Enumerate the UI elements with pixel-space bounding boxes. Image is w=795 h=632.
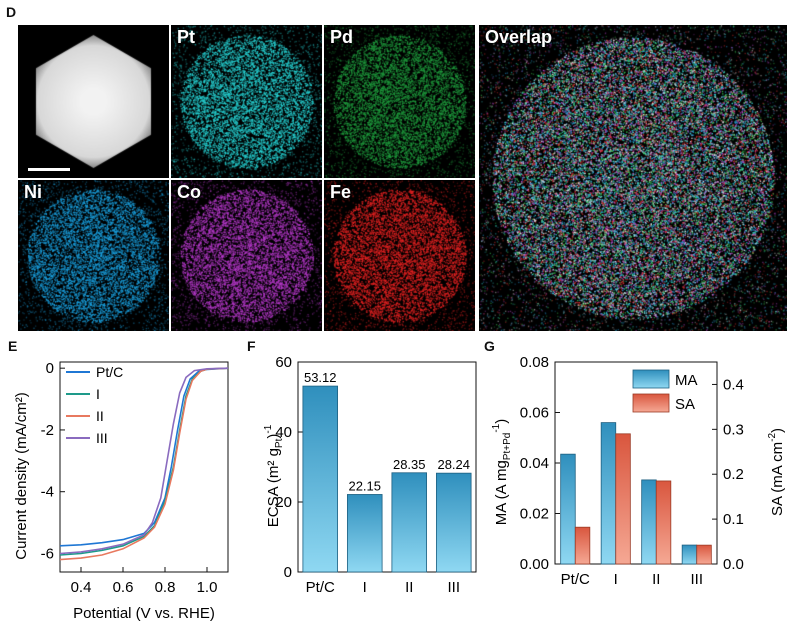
f-bar-label: 28.24 xyxy=(437,457,470,472)
f-xtick-label: III xyxy=(447,579,460,596)
map-label-ni: Ni xyxy=(24,182,42,202)
g-ytick-left-label: 0.08 xyxy=(520,354,549,371)
f-xtick-label: I xyxy=(363,579,367,596)
g-ylabel-left: MA (A mgPt+Pd-1) xyxy=(491,419,513,525)
f-ytick-label: 0 xyxy=(284,564,292,581)
panel-label-g: G xyxy=(484,338,495,354)
g-ylabel-left-tail: ) xyxy=(493,419,510,424)
map-label-pt: Pt xyxy=(177,27,195,47)
co-map: Co xyxy=(171,180,322,331)
g-legend-label: MA xyxy=(675,372,698,389)
f-bar xyxy=(435,472,472,573)
e-xtick-label: 1.0 xyxy=(197,579,218,596)
f-bar xyxy=(346,494,383,573)
e-series-line xyxy=(59,367,229,561)
scale-bar xyxy=(28,168,70,171)
e-series-line xyxy=(59,367,229,547)
panel-label-f: F xyxy=(247,338,256,354)
f-bar-label: 53.12 xyxy=(304,370,337,385)
activity-chart: MA (A mgPt+Pd-1) SA (mA cm-2) 0.00 0.02 0.… xyxy=(491,354,786,588)
g-ytick-left-label: 0.04 xyxy=(520,455,549,472)
overlap-map: Overlap xyxy=(479,25,787,331)
f-bar-label: 22.15 xyxy=(348,478,381,493)
f-xtick-label: II xyxy=(405,579,413,596)
g-ylabel-left-main: MA (A mg xyxy=(493,460,510,525)
g-xtick-label: I xyxy=(614,571,618,588)
g-bar-ma xyxy=(560,453,576,565)
g-bar-ma xyxy=(681,544,698,565)
g-ylabel-right-sup: -2 xyxy=(767,433,778,442)
map-label-pd: Pd xyxy=(330,27,354,47)
map-label-co: Co xyxy=(177,182,201,202)
g-xtick-label: III xyxy=(690,571,703,588)
f-bar-label: 28.35 xyxy=(393,457,426,472)
g-ytick-right-label: 0.0 xyxy=(723,556,744,573)
f-bar xyxy=(302,385,339,573)
g-ylabel-right-main: SA (mA cm xyxy=(769,442,786,516)
g-ytick-right-label: 0.4 xyxy=(723,376,744,393)
f-ylabel-tail: ) xyxy=(265,434,282,439)
g-ylabel-left-sup: -1 xyxy=(491,423,502,432)
ni-map: Ni xyxy=(18,180,169,331)
g-ytick-left-label: 0.06 xyxy=(520,405,549,422)
e-ytick-label: 0 xyxy=(46,360,54,377)
g-bar-sa xyxy=(615,433,631,565)
f-ylabel-sub: Pt xyxy=(274,438,285,448)
e-xtick-label: 0.6 xyxy=(113,579,134,596)
e-plot-frame xyxy=(59,361,229,573)
haadf-image xyxy=(18,25,169,178)
e-ytick-label: -6 xyxy=(41,545,54,562)
e-ytick-label: -4 xyxy=(41,484,54,501)
map-label-fe: Fe xyxy=(330,182,352,202)
f-ytick-label: 60 xyxy=(275,354,292,371)
g-ytick-left-label: 0.02 xyxy=(520,506,549,523)
g-ylabel-left-sub: Pt+Pd xyxy=(502,433,513,461)
e-xtick-label: 0.8 xyxy=(155,579,176,596)
ecsa-chart: ECSA (m² gPt)-1 0 20 40 60 53.12 Pt/C 22.15 I 2… xyxy=(263,354,477,596)
e-legend-label: Pt/C xyxy=(96,364,123,380)
e-series-line xyxy=(59,367,229,556)
g-legend-swatch xyxy=(632,369,670,389)
f-bar xyxy=(391,472,428,573)
f-ylabel: ECSA (m² gPt)-1 xyxy=(263,424,285,527)
fe-map: Fe xyxy=(324,180,475,331)
e-ytick-label: -2 xyxy=(41,422,54,439)
g-bar-ma xyxy=(641,479,657,565)
g-ylabel-right-tail: ) xyxy=(769,428,786,433)
e-legend-label: I xyxy=(96,386,100,402)
f-ylabel-sup: -1 xyxy=(263,424,274,433)
g-ytick-right-label: 0.1 xyxy=(723,511,744,528)
panel-label-e: E xyxy=(8,338,18,354)
g-bar-ma xyxy=(600,422,617,565)
f-ytick-label: 40 xyxy=(275,424,292,441)
pt-map: Pt xyxy=(171,25,322,178)
g-bar-sa xyxy=(574,526,591,565)
f-xtick-label: Pt/C xyxy=(306,579,335,596)
g-legend-swatch xyxy=(632,393,670,413)
g-ylabel-right: SA (mA cm-2) xyxy=(767,428,786,516)
pd-map: Pd xyxy=(324,25,475,178)
e-xlabel: Potential (V vs. RHE) xyxy=(73,605,215,622)
e-legend-label: II xyxy=(96,408,104,424)
e-series-line xyxy=(59,367,229,555)
f-ylabel-main: ECSA (m² g xyxy=(265,448,282,527)
e-legend-label: III xyxy=(96,430,108,446)
f-plot-frame xyxy=(297,361,477,573)
panel-label-d: D xyxy=(6,4,17,20)
g-bar-sa xyxy=(655,480,672,565)
g-xtick-label: Pt/C xyxy=(561,571,590,588)
g-ytick-right-label: 0.2 xyxy=(723,466,744,483)
lsv-chart: Current density (mA/cm²) 0.4 0.6 0.8 1.0 0 -2… xyxy=(13,360,229,622)
g-ytick-left-label: 0.00 xyxy=(520,556,549,573)
g-xtick-label: II xyxy=(652,571,660,588)
g-ytick-right-label: 0.3 xyxy=(723,421,744,438)
g-legend-label: SA xyxy=(675,396,695,413)
map-label-overlap: Overlap xyxy=(485,27,553,47)
g-bar-sa xyxy=(696,544,712,565)
e-xtick-label: 0.4 xyxy=(71,579,92,596)
f-ytick-label: 20 xyxy=(275,494,292,511)
e-ylabel: Current density (mA/cm²) xyxy=(13,392,30,560)
